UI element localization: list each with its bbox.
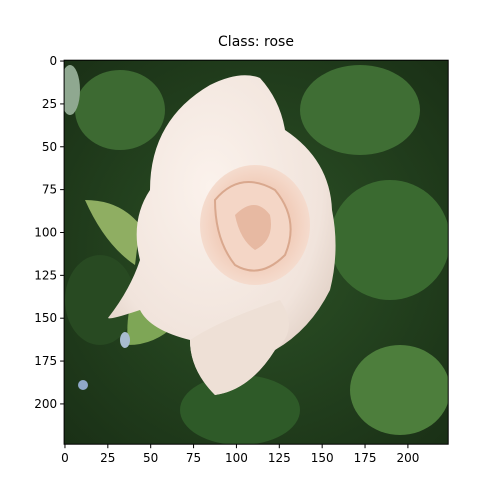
y-tick-label: 50 — [42, 140, 57, 154]
x-tick-label: 75 — [186, 451, 201, 465]
y-tick-label: 150 — [34, 311, 57, 325]
y-tick-label: 125 — [34, 268, 57, 282]
x-tick-label: 0 — [61, 451, 69, 465]
chart-title: Class: rose — [218, 34, 294, 50]
y-tick-label: 25 — [42, 97, 57, 111]
x-tick-label: 200 — [396, 451, 419, 465]
x-tick-label: 50 — [143, 451, 158, 465]
y-tick-label: 200 — [34, 397, 57, 411]
x-tick-label: 125 — [268, 451, 291, 465]
axes-frame — [63, 59, 449, 445]
x-tick-label: 150 — [311, 451, 334, 465]
y-tick-label: 75 — [42, 183, 57, 197]
x-tick-label: 100 — [225, 451, 248, 465]
x-tick-label: 25 — [100, 451, 115, 465]
y-tick-label: 175 — [34, 354, 57, 368]
y-tick-label: 100 — [34, 225, 57, 239]
image — [64, 60, 449, 444]
x-tick-label: 175 — [354, 451, 377, 465]
y-tick-label: 0 — [49, 54, 57, 68]
